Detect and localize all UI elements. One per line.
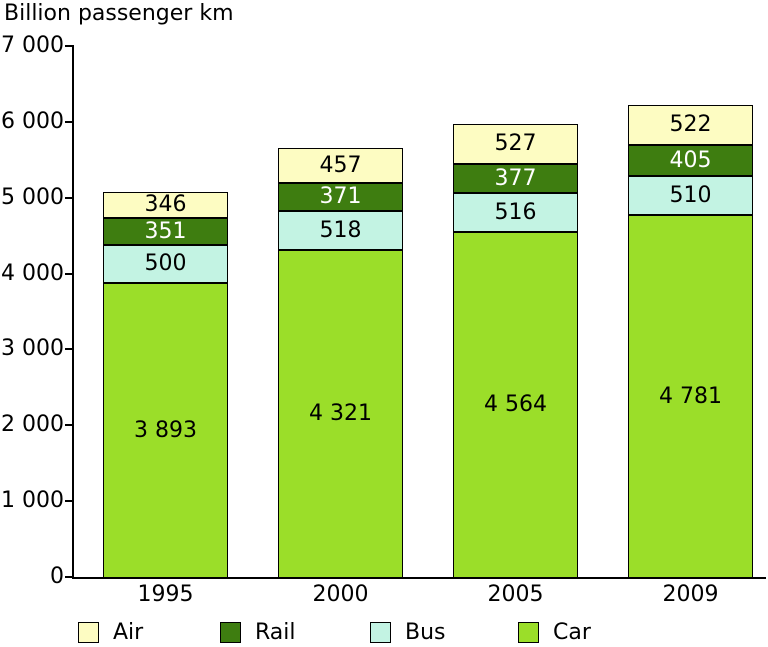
y-tick-label: 7 000 bbox=[1, 33, 64, 58]
bar-segment-bus-2000: 518 bbox=[278, 211, 403, 250]
bar-segment-car-2005: 4 564 bbox=[453, 232, 578, 578]
legend-item-bus: Bus bbox=[370, 619, 446, 645]
y-tick-label: 1 000 bbox=[1, 488, 64, 513]
y-tick-label: 0 bbox=[50, 564, 64, 589]
x-category-label-2000: 2000 bbox=[312, 582, 369, 607]
bar-segment-car-1995: 3 893 bbox=[103, 283, 228, 578]
legend-swatch-car bbox=[518, 621, 539, 643]
y-tick-mark bbox=[65, 197, 73, 199]
bar-value-label: 3 893 bbox=[134, 417, 197, 443]
bar-value-label: 377 bbox=[494, 165, 537, 191]
y-tick-mark bbox=[65, 121, 73, 123]
bar-value-label: 371 bbox=[319, 184, 362, 209]
x-axis-line bbox=[72, 577, 766, 579]
bar-segment-rail-1995: 351 bbox=[103, 218, 228, 245]
y-tick-label: 5 000 bbox=[1, 185, 64, 210]
bar-value-label: 522 bbox=[669, 112, 712, 137]
legend-item-car: Car bbox=[518, 619, 591, 645]
bar-value-label: 516 bbox=[494, 199, 537, 225]
y-tick-mark bbox=[65, 424, 73, 426]
y-tick-mark bbox=[65, 576, 73, 578]
chart-title: Billion passenger km bbox=[4, 1, 234, 26]
bar-value-label: 510 bbox=[669, 182, 712, 208]
y-axis-line bbox=[72, 45, 74, 579]
x-category-label-2009: 2009 bbox=[662, 582, 719, 607]
y-tick-mark bbox=[65, 273, 73, 275]
bar-segment-bus-2009: 510 bbox=[628, 176, 753, 215]
bar-value-label: 500 bbox=[144, 251, 187, 276]
bar-value-label: 351 bbox=[144, 218, 187, 244]
y-tick-label: 4 000 bbox=[1, 261, 64, 286]
bar-value-label: 518 bbox=[319, 217, 362, 243]
y-tick-mark bbox=[65, 348, 73, 350]
bar-segment-car-2000: 4 321 bbox=[278, 250, 403, 578]
legend-label-rail: Rail bbox=[255, 619, 296, 645]
legend-label-air: Air bbox=[113, 619, 144, 645]
bar-value-label: 457 bbox=[319, 152, 362, 178]
legend-swatch-rail bbox=[220, 621, 241, 643]
bar-value-label: 4 321 bbox=[309, 401, 372, 426]
bar-segment-air-2009: 522 bbox=[628, 105, 753, 145]
y-tick-mark bbox=[65, 45, 73, 47]
y-tick-label: 3 000 bbox=[1, 336, 64, 361]
bar-segment-car-2009: 4 781 bbox=[628, 215, 753, 578]
bar-segment-rail-2000: 371 bbox=[278, 183, 403, 211]
bar-segment-air-1995: 346 bbox=[103, 192, 228, 218]
y-tick-mark bbox=[65, 500, 73, 502]
legend-label-car: Car bbox=[553, 619, 591, 645]
bar-value-label: 4 781 bbox=[659, 383, 722, 409]
bar-segment-air-2000: 457 bbox=[278, 148, 403, 183]
y-tick-label: 6 000 bbox=[1, 109, 64, 134]
bar-value-label: 527 bbox=[494, 131, 537, 156]
x-category-label-1995: 1995 bbox=[137, 582, 194, 607]
legend-swatch-air bbox=[78, 621, 99, 643]
bar-segment-rail-2005: 377 bbox=[453, 164, 578, 193]
bar-segment-air-2005: 527 bbox=[453, 124, 578, 164]
bar-value-label: 405 bbox=[669, 147, 712, 173]
legend-item-rail: Rail bbox=[220, 619, 296, 645]
legend-label-bus: Bus bbox=[405, 619, 446, 645]
x-category-label-2005: 2005 bbox=[487, 582, 544, 607]
bar-segment-rail-2009: 405 bbox=[628, 145, 753, 176]
bar-value-label: 4 564 bbox=[484, 392, 547, 417]
y-tick-label: 2 000 bbox=[1, 412, 64, 437]
bar-value-label: 346 bbox=[144, 192, 187, 217]
bar-segment-bus-1995: 500 bbox=[103, 245, 228, 283]
legend-swatch-bus bbox=[370, 621, 391, 643]
legend-item-air: Air bbox=[78, 619, 143, 645]
bar-segment-bus-2005: 516 bbox=[453, 193, 578, 232]
